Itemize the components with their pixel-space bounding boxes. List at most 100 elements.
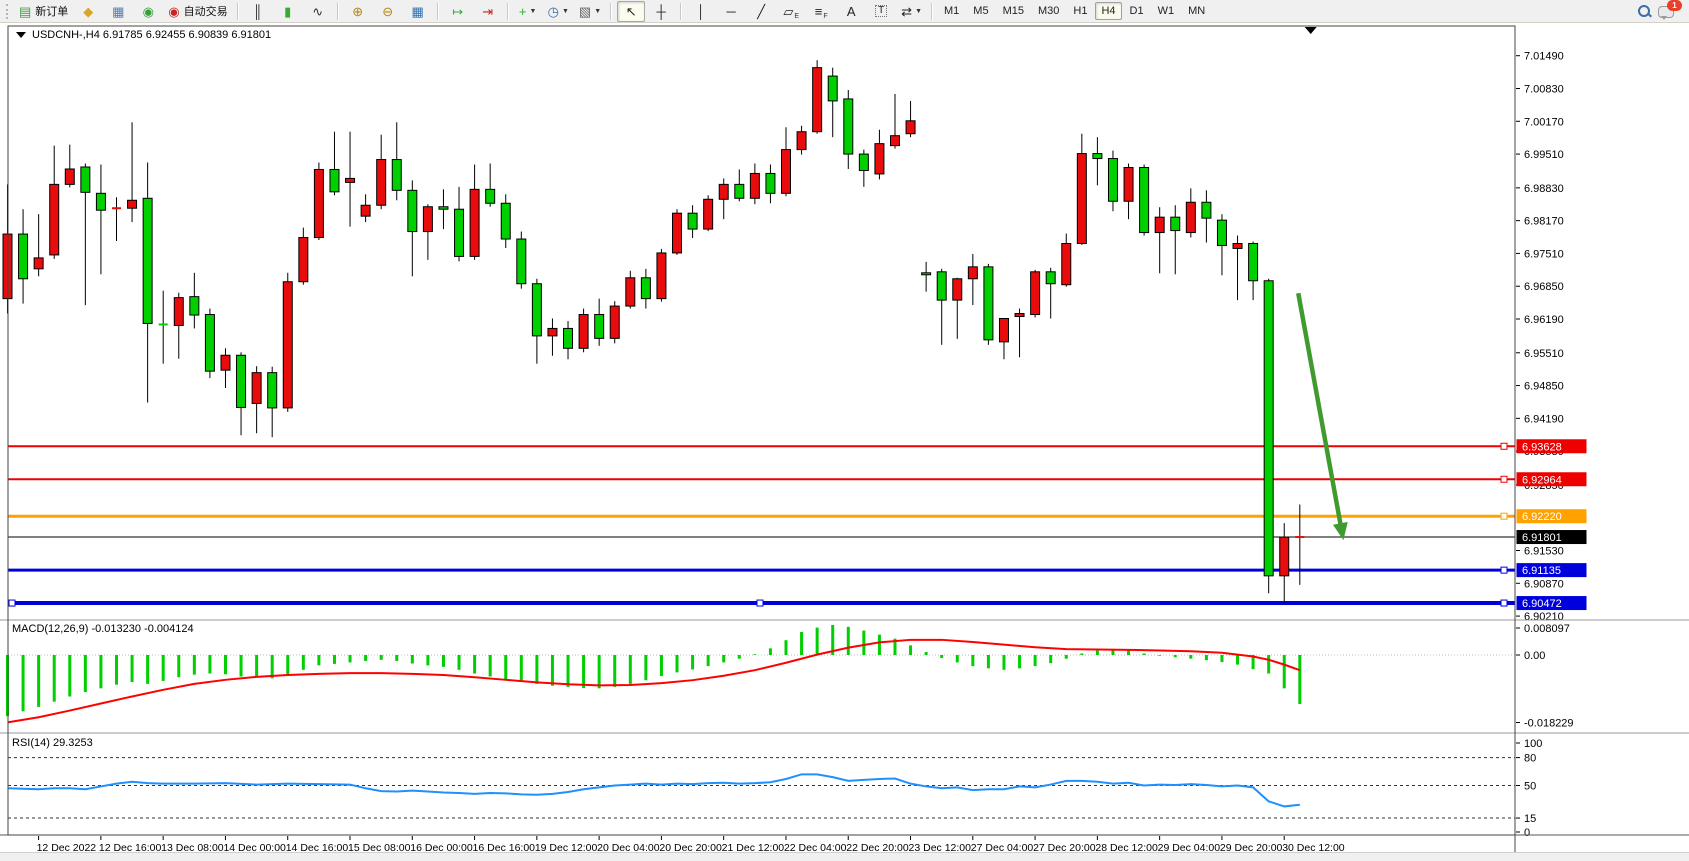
timeframe-m1[interactable]: M1 [944,5,960,17]
signals-button[interactable]: ◉ [134,1,162,22]
chart-background [8,26,1515,835]
line-handle[interactable] [1500,442,1508,450]
chevron-down-icon[interactable]: ▼ [561,7,569,15]
macd-axis[interactable]: 0.008097 0.00 -0.018229 [1516,623,1574,730]
candle-body [360,204,371,217]
candle-body [983,266,994,341]
price-badge [1516,509,1587,524]
trend-arrow[interactable] [1296,292,1348,541]
timeframe-m30[interactable]: M30 [1037,5,1060,17]
chart-shift-button[interactable]: ⇥ [474,1,502,22]
chevron-down-icon[interactable]: ▼ [915,7,922,15]
time-tick-label: 16 Dec 16:00 [473,842,536,854]
templates-button[interactable]: ▧ ▼ [575,1,605,22]
candle-body [625,277,636,307]
tile-windows-button[interactable]: ▦ [404,1,432,22]
timeframe-m15[interactable]: M15 [1002,5,1024,17]
timeframe-h4[interactable]: H4 [1095,2,1122,20]
candle-body [1185,201,1196,234]
search-icon[interactable] [1636,3,1652,19]
arrow-shaft[interactable] [1296,292,1344,531]
candle-body [282,281,293,409]
line-handle[interactable] [1500,475,1508,483]
time-tick-label: 19 Dec 12:00 [535,842,598,854]
price-tick-label: 6.98170 [1524,216,1564,228]
candle-body [438,206,449,210]
chevron-down-icon[interactable]: ▼ [594,7,602,15]
equidistant-channel-button[interactable]: ▱ E [777,1,805,22]
symbol-ohlc-title: USDCNH-,H4 6.91785 6.92455 6.90839 6.918… [32,29,271,41]
trendline-button[interactable]: ╱ [747,1,775,22]
candle-body [454,208,465,257]
rsi-axis[interactable]: 100 80 50 15 0 [1516,738,1542,839]
timeframe-d1[interactable]: D1 [1129,5,1144,17]
price-tick-label: 6.96850 [1524,281,1564,293]
candle-body [1092,153,1103,160]
candle-body [1248,242,1259,282]
gold-button[interactable]: ◆ [74,1,102,22]
zoom-out-button[interactable]: ⊖ [374,1,402,22]
candle-body [376,159,387,206]
line-chart-button[interactable]: ∿ [304,1,332,22]
crosshair-button[interactable]: ┼ [647,1,675,22]
candle-body [1154,216,1165,234]
candle-body [127,199,138,209]
line-handle[interactable] [8,599,16,607]
auto-trading-button[interactable]: ◉ 自动交易 [164,1,231,22]
toolbar-separator [610,2,613,20]
price-badge-label: 6.91135 [1522,565,1561,577]
add-indicator-icon: + [518,3,527,19]
vertical-line-button[interactable]: │ [687,1,715,22]
text-button[interactable]: A [837,1,865,22]
text-label-button[interactable]: T [867,1,895,22]
timeframe-mn[interactable]: MN [1188,5,1206,17]
line-handle[interactable] [756,599,764,607]
chevron-down-icon[interactable]: ▼ [529,7,537,15]
arrows-tool-button[interactable]: ⇄ ▼ [897,1,926,22]
chart-title: USDCNH-,H4 6.91785 6.92455 6.90839 6.918… [16,29,271,41]
candle-body [640,277,651,300]
timeframe-m5[interactable]: M5 [973,5,989,17]
candle-body [345,177,356,183]
zoom-in-button[interactable]: ⊕ [344,1,372,22]
periods-button[interactable]: ◷ ▼ [544,1,573,22]
candle-body [204,314,215,372]
search-handle [1647,12,1652,18]
arrows-icon: ⇄ [901,3,913,19]
charts-window-button[interactable]: ▦ [104,1,132,22]
toolbar-separator [506,2,509,20]
line-handle[interactable] [1500,566,1508,574]
indicators-button[interactable]: + ▼ [514,1,542,22]
chevron-down-icon[interactable] [16,32,26,38]
timeframe-w1[interactable]: W1 [1157,5,1175,17]
fibonacci-button[interactable]: ≡ F [807,1,835,22]
candlestick-chart-button[interactable]: ▮ [274,1,302,22]
line-handle[interactable] [1500,512,1508,520]
chat-icon[interactable]: 1 [1658,0,1682,20]
price-tick-label: 6.90870 [1524,578,1564,590]
time-axis[interactable]: 12 Dec 2022 12 Dec 16:00 13 Dec 08:00 14 De… [0,834,1689,854]
bar-chart-icon: ║ [253,3,263,19]
cursor-button[interactable]: ↖ [617,0,646,22]
candle-body [656,252,667,300]
horizontal-line-button[interactable]: ─ [717,1,745,22]
new-order-button[interactable]: ▤ 新订单 [15,1,72,22]
bar-chart-button[interactable]: ║ [244,1,272,22]
candle-body [500,202,511,240]
candle-body [189,296,200,316]
candle-body [80,166,91,193]
time-tick-label: 12 Dec 16:00 [99,842,162,854]
line-handle[interactable] [1500,599,1508,607]
auto-scroll-button[interactable]: ↦ [444,1,472,22]
macd-tick-label: 0.00 [1524,650,1545,662]
trendline-icon: ╱ [757,3,766,19]
candle-body [718,183,729,200]
candle-body [967,266,978,280]
cursor-icon: ↖ [625,3,637,19]
toolbar-separator [436,2,439,20]
candle-body [749,172,760,199]
template-icon: ▧ [578,3,592,19]
timeframe-h1[interactable]: H1 [1073,5,1088,17]
candle-body [905,120,916,135]
